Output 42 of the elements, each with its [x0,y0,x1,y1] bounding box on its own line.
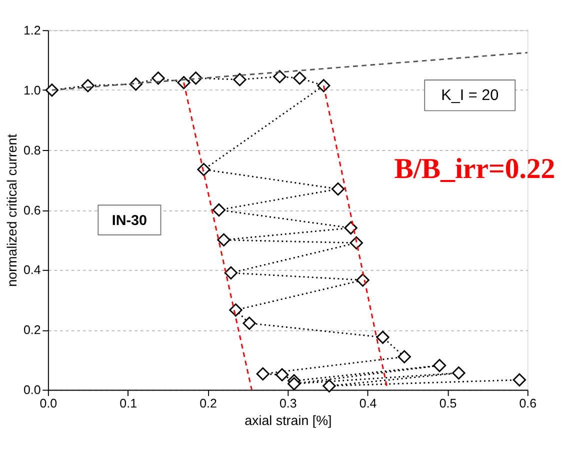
annotation: IN-30 [112,212,148,229]
y-tick-label: 0.0 [23,383,41,398]
point [224,266,238,280]
point [376,330,390,344]
x-tick-label: 0.6 [519,396,537,410]
x-axis-title: axial strain [%] [244,412,332,428]
y-axis-title: normalized critical current [4,134,20,287]
point [287,377,301,390]
x-tick-label: 0.5 [439,396,457,410]
y-tick-label: 1.2 [23,23,41,38]
point [452,366,466,380]
annotation: B/B_irr=0.22 [394,152,556,185]
point [331,182,345,196]
x-tick-label: 0.1 [120,396,138,410]
point [152,72,165,85]
x-tick-label: 0.4 [359,396,377,410]
x-tick-label: 0.2 [200,396,217,410]
x-tick-label: 0.0 [40,396,58,410]
x-tick-label: 0.3 [280,396,297,410]
y-tick-label: 0.8 [23,143,41,158]
point [273,70,286,84]
point [293,72,306,85]
point [432,358,446,372]
point [398,350,411,364]
y-tick-label: 0.4 [23,263,41,278]
y-tick-label: 1.0 [23,83,41,98]
point [212,203,226,217]
y-tick-label: 0.2 [23,323,41,338]
point [45,83,59,97]
point [256,367,270,380]
point [233,73,246,86]
y-tick-label: 0.6 [23,203,41,218]
point [242,316,256,330]
point [512,373,526,386]
point [317,78,330,92]
point [217,233,230,247]
point [344,221,358,235]
annotation: K_I = 20 [441,87,499,104]
point [276,368,289,382]
point [197,162,210,176]
point [322,379,336,392]
point [81,78,94,92]
